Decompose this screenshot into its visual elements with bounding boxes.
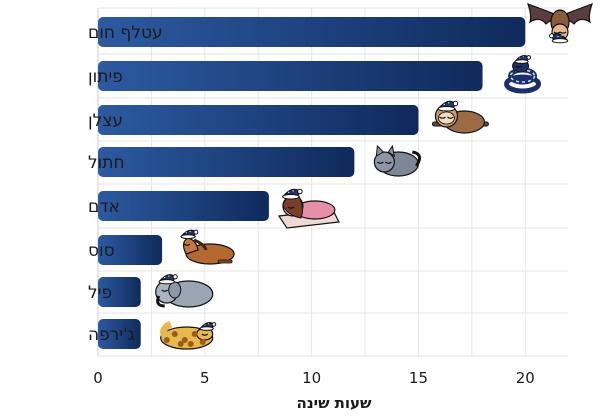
category-label: סוס: [88, 241, 115, 261]
bar: [98, 105, 419, 135]
x-axis-title: שעות שינה: [297, 394, 373, 412]
x-tick-label: 0: [93, 369, 103, 387]
category-label: אדם: [88, 197, 120, 217]
bar: [98, 191, 269, 221]
bar: [98, 277, 141, 307]
x-tick-label: 20: [516, 369, 535, 387]
bars: [98, 17, 526, 349]
grid: [97, 7, 568, 357]
sloth-icon: [431, 100, 489, 134]
x-axis-ticks: 0 5 10 15 20: [93, 369, 535, 387]
elephant-icon: [155, 274, 214, 308]
animal-icons: [155, 2, 593, 350]
category-labels: עטלף חום פיתון עצלן חתול אדם סוס פיל ג'ירפה: [88, 23, 163, 345]
cat-icon: [373, 144, 422, 177]
category-label: ג'ירפה: [88, 325, 135, 345]
category-label: חתול: [88, 153, 125, 173]
bar: [98, 235, 163, 265]
category-label: פיתון: [88, 67, 123, 87]
giraffe-icon: [160, 320, 217, 350]
person-icon: [277, 188, 340, 229]
x-tick-label: 15: [409, 369, 428, 387]
bar: [98, 17, 526, 47]
bar: [98, 319, 141, 349]
x-tick-label: 10: [302, 369, 321, 387]
category-label: פיל: [88, 283, 112, 303]
horse-icon: [180, 229, 235, 265]
bar: [98, 147, 355, 177]
python-icon: [504, 55, 542, 94]
bat-icon: [527, 2, 593, 44]
category-label: עצלן: [88, 111, 123, 131]
category-label: עטלף חום: [88, 23, 163, 43]
bar: [98, 61, 483, 91]
x-tick-label: 5: [200, 369, 210, 387]
